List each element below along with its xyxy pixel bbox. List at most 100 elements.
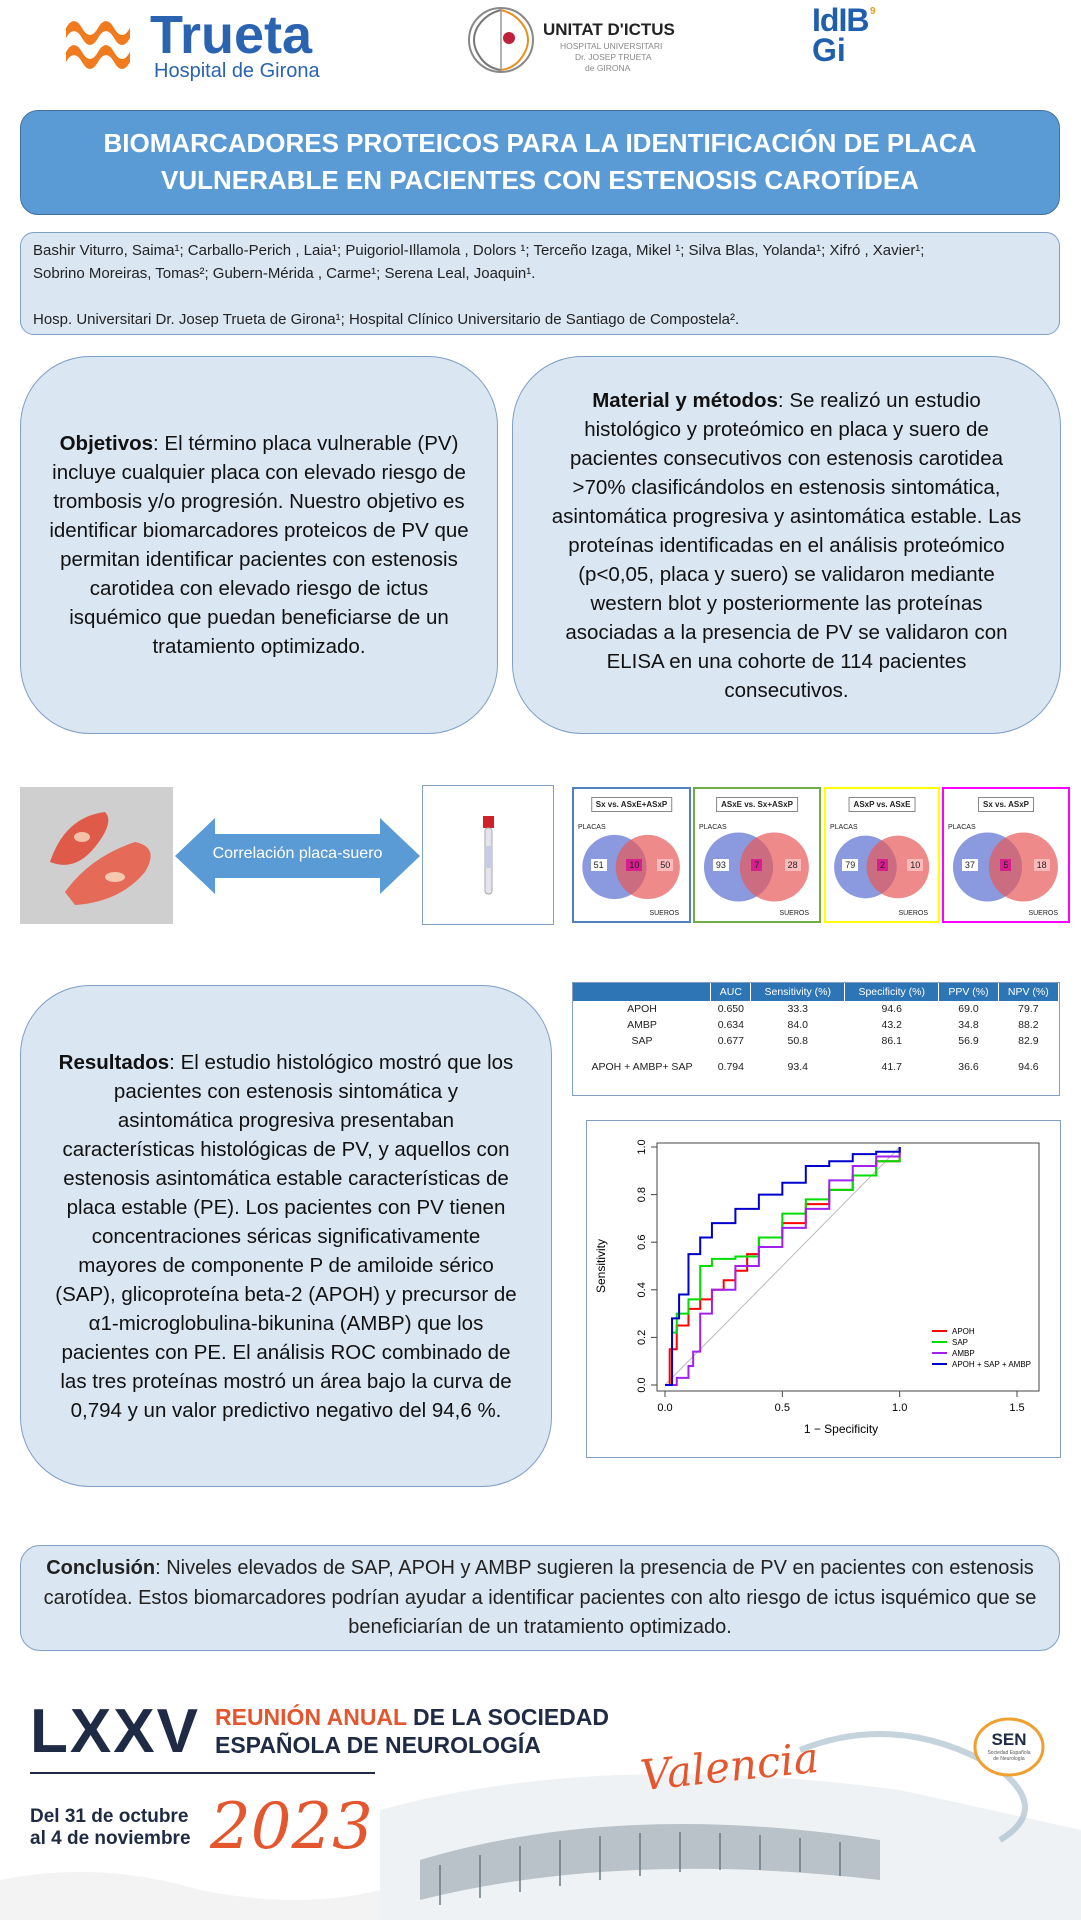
table-header-cell: PPV (%) (938, 983, 999, 1001)
trueta-logo: Trueta Hospital de Girona (62, 5, 362, 82)
venn-right-count: 28 (784, 859, 801, 871)
x-tick-label: 1.0 (892, 1402, 907, 1414)
idibgi-logo: IdIB Gi 9 (812, 2, 876, 68)
venn-placas-label: PLACAS (948, 824, 976, 831)
table-cell: 43.2 (881, 1019, 902, 1031)
table-row: APOH + AMBP+ SAP 0.794 93.4 41.7 36.6 94.6 (573, 1059, 1059, 1075)
conclusion-heading: Conclusión (46, 1557, 156, 1579)
resultados-box: Resultados: El estudio histológico mostr… (20, 985, 552, 1487)
diagonal-reference (664, 1146, 901, 1386)
resultados-text: : El estudio histológico mostró que los … (55, 1050, 517, 1422)
footer-line1: REUNIÓN ANUAL DE LA SOCIEDAD (215, 1704, 609, 1731)
legend-label: SAP (952, 1338, 968, 1347)
x-axis-label: 1 − Specificity (804, 1422, 878, 1436)
brain-icon (468, 7, 534, 73)
table-cell: 50.8 (787, 1035, 808, 1047)
y-tick-label: 0.6 (636, 1235, 648, 1250)
venn-mid-count: 10 (626, 859, 643, 871)
title-line2: VULNERABLE EN PACIENTES CON ESTENOSIS CA… (161, 165, 919, 195)
y-tick-label: 0.4 (636, 1282, 648, 1297)
table-cell: 94.6 (1018, 1061, 1039, 1073)
x-tick-label: 1.5 (1009, 1402, 1024, 1414)
venn-sueros-label: SUEROS (649, 910, 679, 917)
table-cell: 36.6 (958, 1061, 979, 1073)
plot-frame (656, 1142, 1040, 1392)
table-cell: 33.3 (787, 1003, 808, 1015)
table-cell: 34.8 (958, 1019, 979, 1031)
idibgi-line2: Gi (812, 32, 846, 68)
results-table: AUC Sensitivity (%) Specificity (%) PPV (%)… (573, 983, 1060, 1075)
footer-dates1: Del 31 de octubre (30, 1806, 189, 1827)
trueta-sub: Hospital de Girona (154, 60, 320, 82)
table-header-cell: NPV (%) (998, 983, 1060, 1001)
ictus-sub2: Dr. JOSEP TRUETA (575, 52, 652, 62)
table-cell: 82.9 (1018, 1035, 1039, 1047)
legend-label: AMBP (952, 1349, 975, 1358)
table-cell: AMBP (627, 1019, 657, 1031)
sen-logo: SEN Sociedad Española de Neurología (972, 1716, 1046, 1778)
y-tick-label: 1.0 (636, 1139, 648, 1154)
venn-sueros-label: SUEROS (1028, 910, 1058, 917)
venn-left-count: 79 (842, 859, 859, 871)
blood-tube-icon (483, 816, 494, 895)
sen-text: SEN (991, 1730, 1027, 1749)
venn-diagram: ASxE vs. Sx+ASxP PLACAS SUEROS 93 7 28 (693, 787, 821, 923)
footer-roman: LXXV (30, 1697, 200, 1766)
table-row: SAP 0.677 50.8 86.1 56.9 82.9 (573, 1033, 1059, 1049)
footer-dates2: al 4 de noviembre (30, 1828, 191, 1849)
y-tick-label: 0.8 (636, 1187, 648, 1202)
metodos-text: : Se realizó un estudio histológico y pr… (551, 388, 1022, 702)
venn-right-count: 18 (1033, 859, 1050, 871)
table-cell: 0.794 (717, 1061, 744, 1073)
affiliations: Hosp. Universitari Dr. Josep Trueta de G… (33, 311, 740, 328)
venn-sueros-circle (866, 835, 930, 899)
table-header-cell: Specificity (%) (844, 983, 940, 1001)
table-cell: SAP (631, 1035, 653, 1047)
title-line1: BIOMARCADORES PROTEICOS PARA LA IDENTIFI… (103, 128, 977, 158)
authors-line1: Bashir Viturro, Saima¹; Carballo-Perich … (33, 242, 925, 259)
venn-mid-count: 2 (877, 859, 889, 871)
venn-label: Sx vs. ASxP (978, 797, 1034, 812)
idibgi-line1: IdIB (812, 2, 869, 38)
x-tick-label: 0.0 (657, 1402, 672, 1414)
venn-placas-label: PLACAS (578, 824, 606, 831)
venn-sueros-circle (988, 832, 1058, 902)
roc-series-line (665, 1147, 901, 1386)
venn-diagram: Sx vs. ASxE+ASxP PLACAS SUEROS 51 10 50 (572, 787, 691, 923)
sen-ring-icon (973, 1717, 1045, 1777)
y-axis-label: Sensitivity (594, 1239, 608, 1293)
table-cell: 0.650 (717, 1003, 744, 1015)
table-cell: 93.4 (787, 1061, 808, 1073)
venn-diagram: Sx vs. ASxP PLACAS SUEROS 37 5 18 (942, 787, 1070, 923)
objetivos-box: Objetivos: El término placa vulnerable (… (20, 356, 498, 734)
venue-building-illustration (0, 1731, 1081, 1920)
table-cell: APOH (627, 1003, 657, 1015)
venn-placas-label: PLACAS (830, 824, 858, 831)
table-cell: 88.2 (1018, 1019, 1039, 1031)
table-cell: 69.0 (958, 1003, 979, 1015)
table-cell: APOH + AMBP+ SAP (591, 1061, 693, 1073)
venn-placas-label: PLACAS (699, 824, 727, 831)
correlation-label: Correlación placa-suero (212, 845, 383, 862)
table-cell: 79.7 (1018, 1003, 1039, 1015)
table-cell: 0.677 (717, 1035, 744, 1047)
venn-label: ASxP vs. ASxE (848, 797, 916, 812)
table-row: AMBP 0.634 84.0 43.2 34.8 88.2 (573, 1017, 1059, 1033)
venn-diagram: ASxP vs. ASxE PLACAS SUEROS 79 2 10 (824, 787, 940, 923)
authors-line2: Sobrino Moreiras, Tomas²; Gubern-Mérida … (33, 265, 536, 282)
table-header-cell (573, 983, 712, 1001)
footer-banner: LXXV REUNIÓN ANUAL DE LA SOCIEDAD ESPAÑO… (0, 1690, 1081, 1920)
conclusion-box: Conclusión: Niveles elevados de SAP, APO… (20, 1545, 1060, 1651)
table-header-cell: Sensitivity (%) (750, 983, 846, 1001)
venn-right-count: 50 (657, 859, 674, 871)
footer-year: 2023 (210, 1790, 373, 1864)
ictus-sub1: HOSPITAL UNIVERSITARI (560, 41, 663, 51)
metodos-box: Material y métodos: Se realizó un estudi… (512, 356, 1061, 734)
authors-box: Bashir Viturro, Saima¹; Carballo-Perich … (20, 232, 1060, 335)
venn-left-count: 37 (961, 859, 978, 871)
table-cell: 94.6 (881, 1003, 902, 1015)
venn-right-count: 10 (907, 859, 924, 871)
venn-group: Sx vs. ASxE+ASxP PLACAS SUEROS 51 10 50 ASxE … (572, 787, 1070, 925)
plaque-photo (20, 787, 173, 924)
legend-label: APOH + SAP + AMBP (952, 1360, 1031, 1369)
